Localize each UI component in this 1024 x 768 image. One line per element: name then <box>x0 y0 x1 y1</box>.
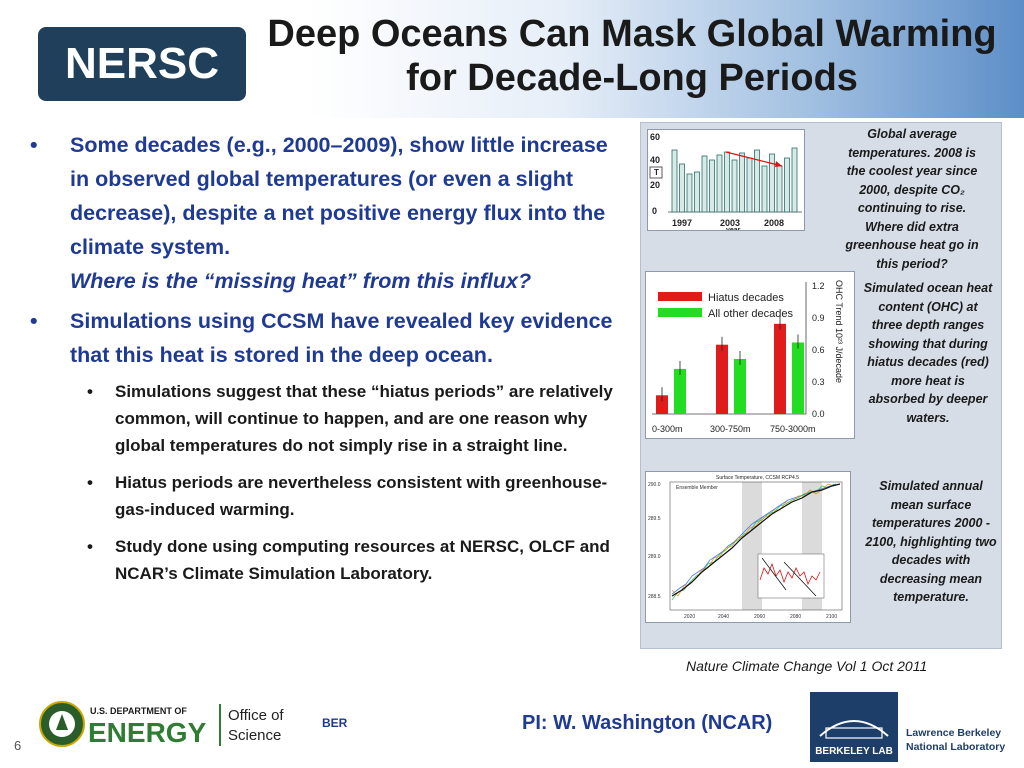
x-tick-1997: 1997 <box>672 218 692 228</box>
title-line-2: for Decade-Long Periods <box>406 57 858 99</box>
x-tick-2003: 2003 <box>720 218 740 228</box>
doe-line-1: U.S. DEPARTMENT OF <box>90 706 187 716</box>
ohc-y-tick-5: 0.0 <box>812 409 825 419</box>
pi-label: PI: W. Washington (NCAR) <box>522 712 773 734</box>
science-label: Science <box>228 727 281 744</box>
ohc-cat-2: 300-750m <box>710 424 751 434</box>
x-tick-2008: 2008 <box>764 218 784 228</box>
bullet-2-text: Simulations using CCSM have revealed key… <box>70 309 613 367</box>
page-number: 6 <box>14 738 22 753</box>
ohc-y-tick-3: 0.6 <box>812 345 825 355</box>
ens-x-tick-4: 2080 <box>790 614 801 620</box>
doe-line-2: ENERGY <box>88 717 207 748</box>
y-tick-40: 40 <box>650 155 660 165</box>
ohc-cat-3: 750-3000m <box>770 424 816 434</box>
figure-1-caption: Global average temperatures. 2008 is the… <box>845 127 979 271</box>
ohc-bar-other <box>674 368 686 414</box>
bullet-deep-ocean: Simulations using CCSM have revealed key… <box>30 304 620 372</box>
sub-bullet-consistent: Hiatus periods are nevertheless consiste… <box>87 469 615 523</box>
temperature-bar <box>739 152 745 213</box>
temperature-bar <box>761 165 768 213</box>
doe-office-of-science-logo: U.S. DEPARTMENT OF ENERGY Office of Scie… <box>38 700 308 748</box>
ber-label: BER <box>322 716 348 730</box>
ohc-bar-other <box>734 359 746 414</box>
ohc-y-label: OHC Trend 10²³ J/decade <box>834 280 844 383</box>
ohc-cat-1: 0-300m <box>652 424 683 434</box>
sub-bullet-resources: Study done using computing resources at … <box>87 533 615 587</box>
ens-y-tick-1: 290.0 <box>648 482 661 488</box>
ohc-y-tick-2: 0.9 <box>812 313 825 323</box>
y-tick-0: 0 <box>652 206 657 216</box>
figure-panel: 60 40 20 0 1997 2003 2008 year T Global … <box>640 122 1002 649</box>
ohc-legend-hiatus: Hiatus decades <box>708 292 784 304</box>
lab-name-line-1: Lawrence Berkeley <box>906 727 1001 739</box>
berkeley-lab-logo: BERKELEY LAB Lawrence Berkeley National … <box>810 692 1010 762</box>
ens-legend-title: Ensemble Member <box>676 485 718 491</box>
temperature-bar <box>671 149 678 213</box>
temperature-bar <box>746 157 753 213</box>
figure-2-caption: Simulated ocean heat content (OHC) at th… <box>863 281 993 425</box>
temperature-chart: 60 40 20 0 1997 2003 2008 year T <box>647 129 805 234</box>
header-bar: NERSC Deep Oceans Can Mask Global Warmin… <box>0 0 1024 118</box>
ensemble-chart-svg: Surface Temperature, CCSM RCP4.5 290.0 2… <box>646 472 850 622</box>
y-label-t: T <box>654 168 659 177</box>
ohc-bar-hiatus <box>774 323 786 414</box>
sub-bullet-hiatus-common: Simulations suggest that these “hiatus p… <box>87 378 615 459</box>
ohc-chart: 1.2 0.9 0.6 0.3 0.0 0-300m 300-750m 750-… <box>645 271 855 439</box>
ohc-bar-other <box>792 342 804 414</box>
nersc-logo: NERSC <box>38 27 246 101</box>
ohc-y-tick-1: 1.2 <box>812 281 825 291</box>
temperature-bar <box>716 154 723 213</box>
temperature-chart-svg: 60 40 20 0 1997 2003 2008 year T <box>649 132 802 234</box>
ens-x-tick-1: 2020 <box>684 614 695 620</box>
ensemble-title: Surface Temperature, CCSM RCP4.5 <box>716 475 799 481</box>
bullet-list: Some decades (e.g., 2000–2009), show lit… <box>30 128 620 597</box>
temperature-bar <box>709 159 715 213</box>
ens-x-tick-3: 2060 <box>754 614 765 620</box>
title-line-1: Deep Oceans Can Mask Global Warming <box>267 13 997 55</box>
lab-badge-text: BERKELEY LAB <box>815 746 893 757</box>
temperature-bar <box>776 165 783 213</box>
ensemble-chart: Surface Temperature, CCSM RCP4.5 290.0 2… <box>645 471 851 623</box>
temperature-bar <box>686 173 693 213</box>
citation: Nature Climate Change Vol 1 Oct 2011 <box>686 658 928 674</box>
ohc-y-tick-4: 0.3 <box>812 377 825 387</box>
y-tick-20: 20 <box>650 180 660 190</box>
bullet-1-text: Some decades (e.g., 2000–2009), show lit… <box>70 133 608 259</box>
lab-name-line-2: National Laboratory <box>906 741 1005 753</box>
x-label-year: year <box>726 227 741 230</box>
ens-y-tick-2: 289.5 <box>648 516 661 522</box>
office-label: Office of <box>228 707 284 724</box>
page-title: Deep Oceans Can Mask Global Warming for … <box>252 12 1012 100</box>
ohc-bar-hiatus <box>656 395 668 414</box>
ohc-legend-other: All other decades <box>708 308 793 320</box>
bullet-missing-heat: Some decades (e.g., 2000–2009), show lit… <box>30 128 620 298</box>
temperature-bar <box>694 171 700 213</box>
ohc-chart-svg: 1.2 0.9 0.6 0.3 0.0 0-300m 300-750m 750-… <box>646 272 854 438</box>
ens-x-tick-5: 2100 <box>826 614 837 620</box>
ohc-bar-hiatus <box>716 344 728 414</box>
temperature-bar <box>769 153 775 213</box>
temperature-bar <box>679 163 685 213</box>
temperature-bar <box>701 155 708 213</box>
bullet-1-emphasis: Where is the “missing heat” from this in… <box>70 269 532 293</box>
figure-3-caption: Simulated annual mean surface temperatur… <box>865 479 997 604</box>
temperature-bar <box>784 157 790 213</box>
temperature-bar <box>731 159 738 213</box>
ens-x-tick-2: 2040 <box>718 614 729 620</box>
temperature-bar <box>791 147 798 213</box>
y-tick-60: 60 <box>650 132 660 142</box>
ens-y-tick-4: 288.5 <box>648 594 661 600</box>
temperature-bar <box>754 149 760 213</box>
nersc-logo-text: NERSC <box>65 39 219 88</box>
ens-y-tick-3: 289.0 <box>648 554 661 560</box>
temperature-bar <box>724 151 730 213</box>
